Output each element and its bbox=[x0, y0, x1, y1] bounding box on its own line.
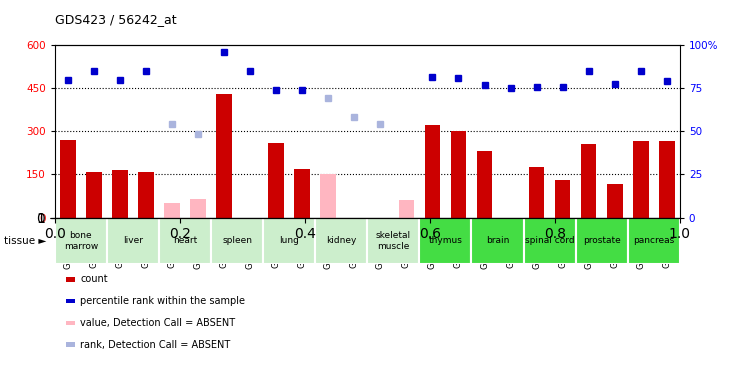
Bar bbox=[86, 171, 102, 217]
Bar bbox=[450, 131, 466, 218]
Text: bone
marrow: bone marrow bbox=[64, 231, 98, 251]
Bar bbox=[60, 140, 75, 218]
Bar bbox=[581, 144, 596, 218]
Bar bbox=[190, 199, 206, 217]
Bar bbox=[315, 217, 367, 264]
Bar bbox=[295, 169, 310, 217]
Bar bbox=[477, 152, 492, 217]
Bar bbox=[471, 217, 523, 264]
Text: value, Detection Call = ABSENT: value, Detection Call = ABSENT bbox=[80, 318, 235, 328]
Text: count: count bbox=[80, 274, 108, 284]
Text: kidney: kidney bbox=[326, 237, 357, 246]
Bar bbox=[112, 170, 128, 217]
Bar bbox=[398, 200, 414, 217]
Bar bbox=[425, 126, 440, 218]
Text: thymus: thymus bbox=[428, 237, 463, 246]
Text: brain: brain bbox=[486, 237, 510, 246]
Text: tissue ►: tissue ► bbox=[4, 236, 46, 246]
Text: percentile rank within the sample: percentile rank within the sample bbox=[80, 296, 246, 306]
Text: prostate: prostate bbox=[583, 237, 621, 246]
Text: spleen: spleen bbox=[222, 237, 252, 246]
Text: lung: lung bbox=[279, 237, 299, 246]
Bar bbox=[268, 143, 284, 218]
Bar bbox=[263, 217, 315, 264]
Bar bbox=[367, 217, 420, 264]
Bar bbox=[420, 217, 471, 264]
Bar bbox=[159, 217, 211, 264]
Bar bbox=[529, 167, 545, 217]
Bar bbox=[320, 174, 336, 217]
Bar bbox=[216, 94, 232, 218]
Text: rank, Detection Call = ABSENT: rank, Detection Call = ABSENT bbox=[80, 340, 231, 350]
Bar bbox=[659, 141, 675, 218]
Bar bbox=[575, 217, 628, 264]
Bar bbox=[138, 171, 154, 217]
Bar bbox=[164, 203, 180, 217]
Bar bbox=[211, 217, 263, 264]
Bar bbox=[523, 217, 575, 264]
Bar bbox=[555, 180, 570, 218]
Bar bbox=[55, 217, 107, 264]
Text: GDS423 / 56242_at: GDS423 / 56242_at bbox=[55, 13, 176, 26]
Bar bbox=[628, 217, 680, 264]
Bar bbox=[107, 217, 159, 264]
Text: pancreas: pancreas bbox=[633, 237, 675, 246]
Text: spinal cord: spinal cord bbox=[525, 237, 575, 246]
Text: liver: liver bbox=[123, 237, 143, 246]
Bar bbox=[607, 184, 623, 218]
Text: heart: heart bbox=[173, 237, 197, 246]
Text: skeletal
muscle: skeletal muscle bbox=[376, 231, 411, 251]
Bar bbox=[633, 141, 648, 218]
